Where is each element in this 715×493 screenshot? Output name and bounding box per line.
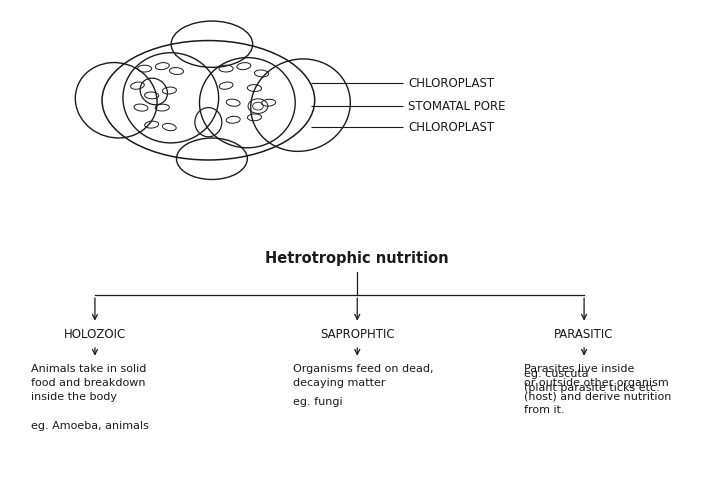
Text: Parasites live inside
or outside other organism
(host) and derive nutrition
from: Parasites live inside or outside other o…: [524, 364, 671, 415]
Text: SAPROPHTIC: SAPROPHTIC: [320, 328, 395, 341]
Text: CHLOROPLAST: CHLOROPLAST: [408, 121, 494, 134]
Text: CHLOROPLAST: CHLOROPLAST: [408, 77, 494, 90]
Text: PARASITIC: PARASITIC: [554, 328, 614, 341]
Text: STOMATAL PORE: STOMATAL PORE: [408, 100, 506, 112]
Text: Animals take in solid
food and breakdown
inside the body: Animals take in solid food and breakdown…: [31, 364, 147, 402]
Text: Organisms feed on dead,
decaying matter: Organisms feed on dead, decaying matter: [293, 364, 434, 388]
Text: Hetrotrophic nutrition: Hetrotrophic nutrition: [265, 251, 449, 266]
Text: eg. cuscuta
(plant parasite ticks etc.: eg. cuscuta (plant parasite ticks etc.: [524, 369, 659, 393]
Text: HOLOZOIC: HOLOZOIC: [64, 328, 126, 341]
Text: eg. Amoeba, animals: eg. Amoeba, animals: [31, 421, 149, 430]
Text: eg. fungi: eg. fungi: [293, 397, 343, 407]
